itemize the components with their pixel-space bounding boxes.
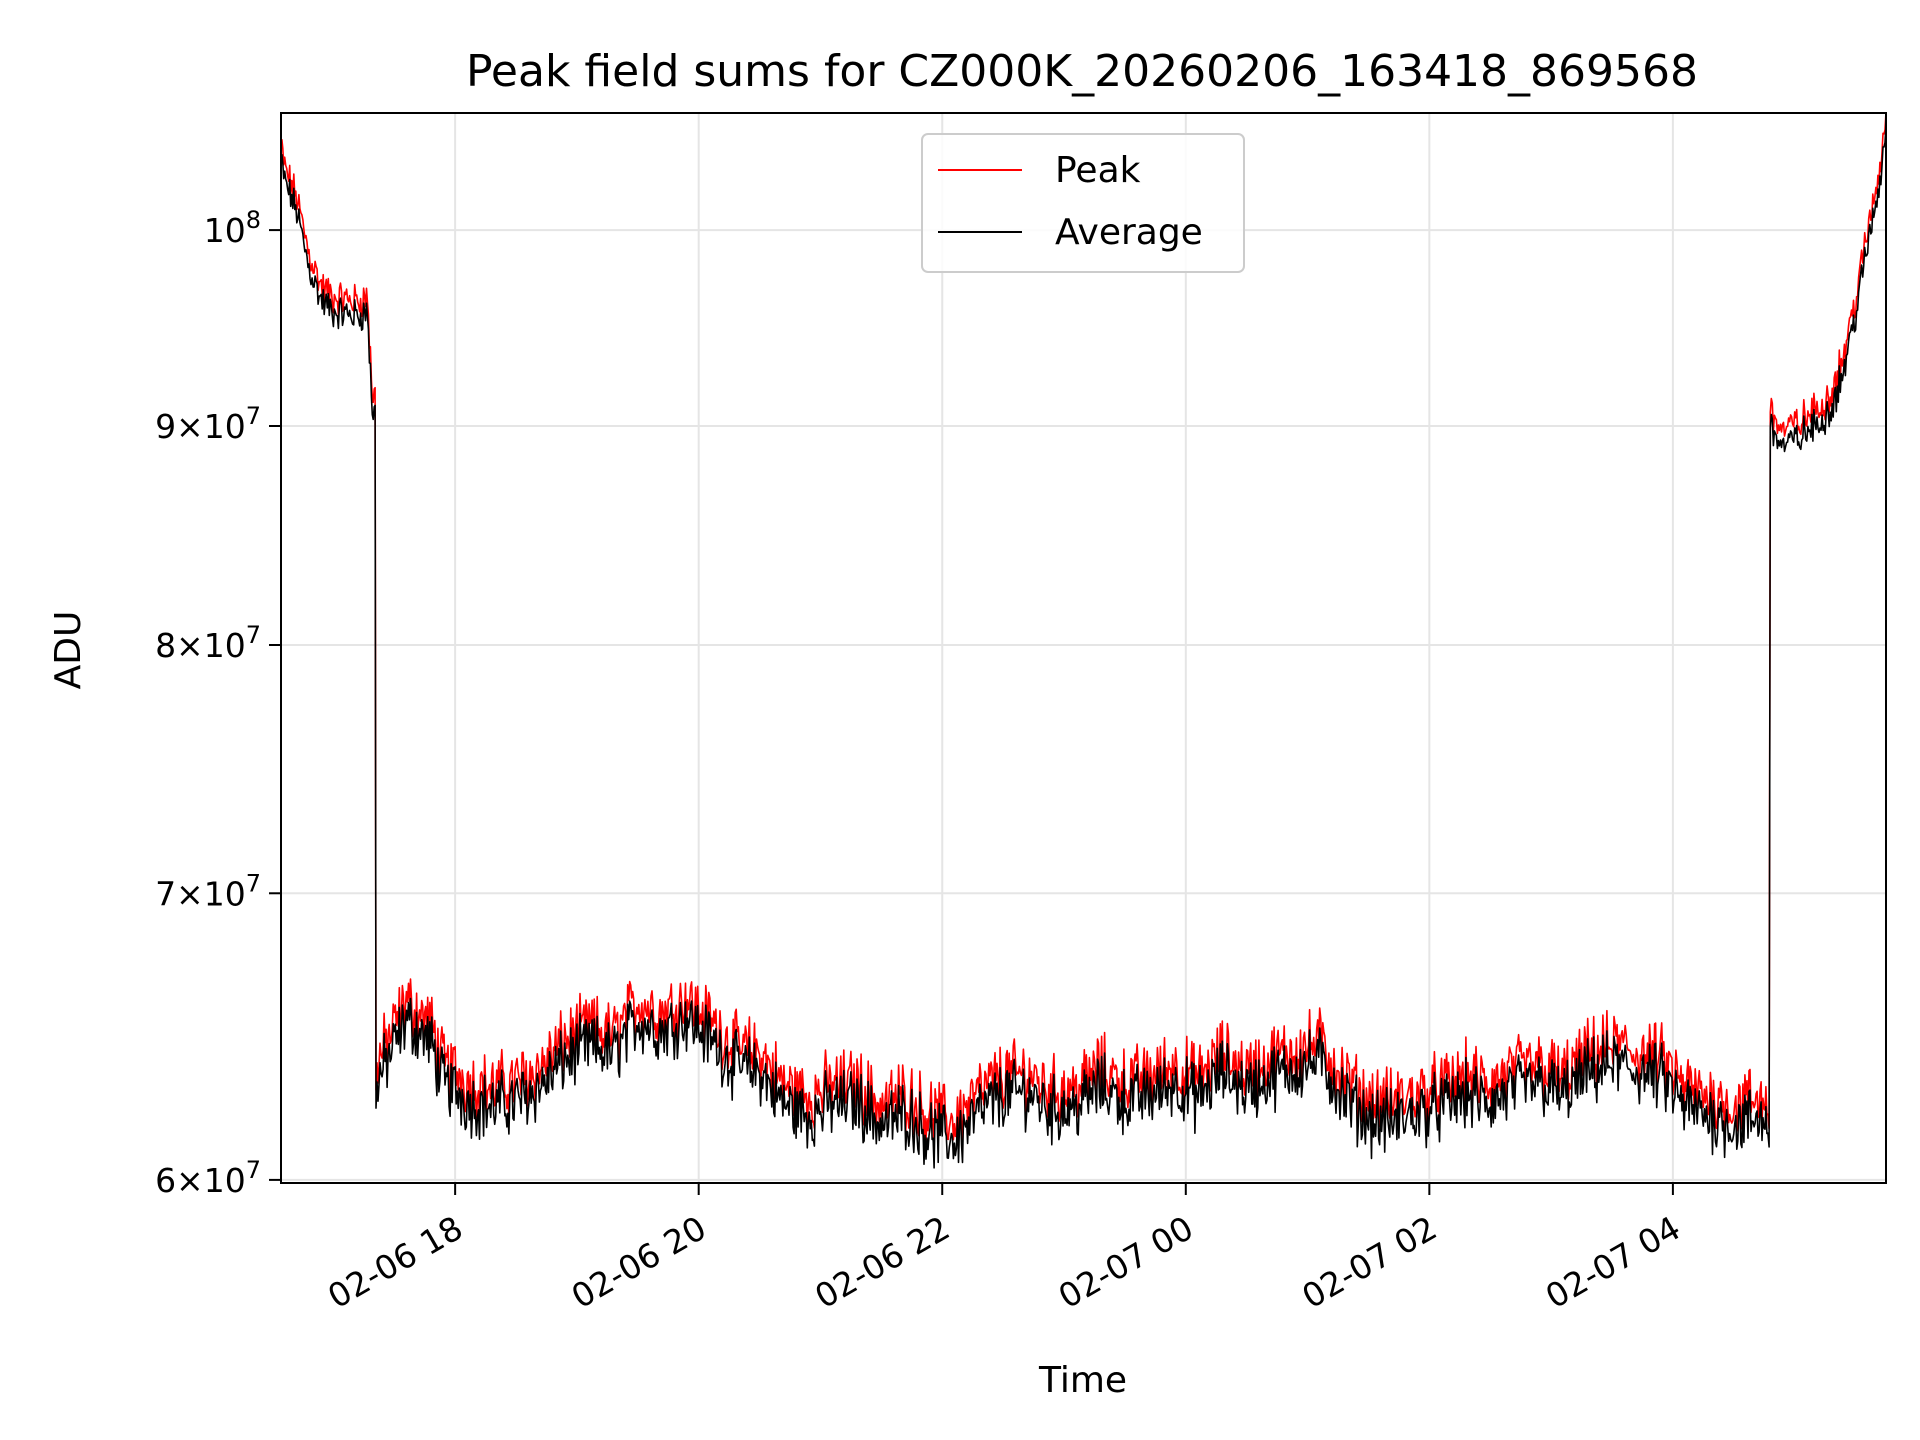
series-line-average xyxy=(281,125,1886,1169)
y-tick-label: 108 xyxy=(204,206,261,250)
chart-title: Peak field sums for CZ000K_20260206_1634… xyxy=(466,46,1698,97)
legend-peak-label: Peak xyxy=(1055,150,1141,191)
series-layer xyxy=(281,113,1886,1169)
x-axis-label: Time xyxy=(1038,1360,1127,1401)
y-tick-label: 8×107 xyxy=(155,621,261,665)
y-tick-label: 6×107 xyxy=(155,1156,261,1200)
y-tick-label: 9×107 xyxy=(155,402,261,446)
legend-box xyxy=(921,133,1245,273)
plot-frame xyxy=(280,112,1887,1184)
y-tick-label: 7×107 xyxy=(155,869,261,913)
legend: Peak Average xyxy=(921,133,1245,273)
y-axis-label: ADU xyxy=(48,611,89,690)
legend-average-label: Average xyxy=(1055,212,1203,253)
y-axis: 6×107 7×107 8×107 9×107 108 xyxy=(155,206,281,1200)
